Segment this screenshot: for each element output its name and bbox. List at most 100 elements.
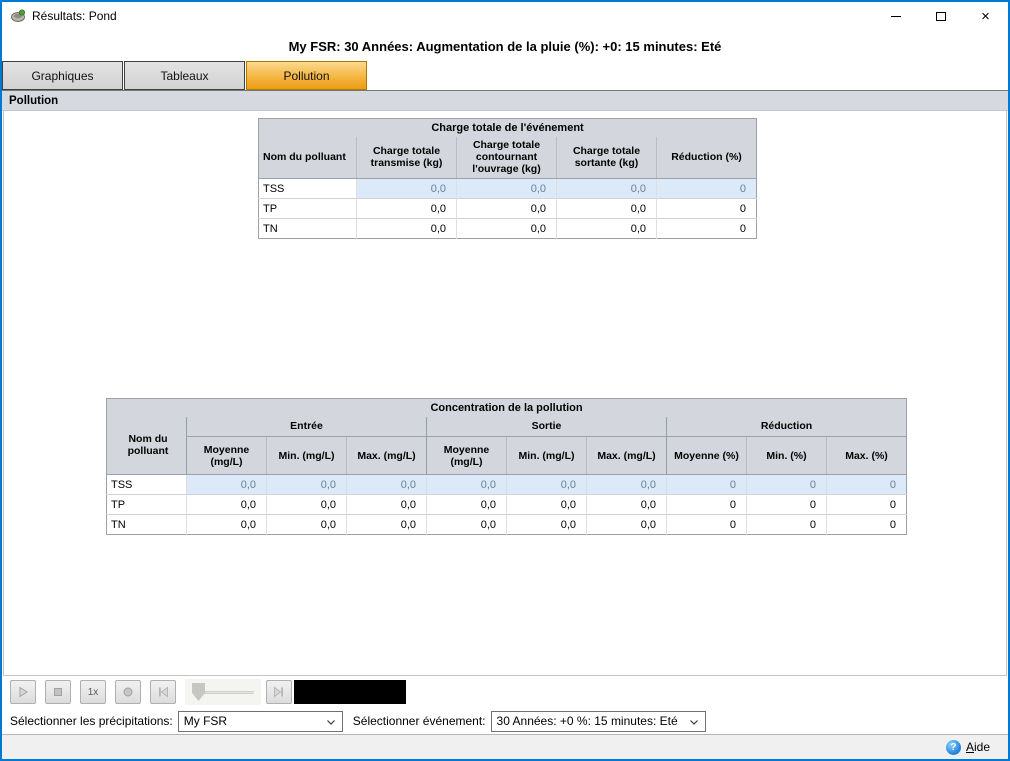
playback-toolbar: 1x	[2, 676, 1008, 708]
precipitation-label: Sélectionner les précipitations:	[10, 714, 173, 728]
column-header: Nom du polluant	[258, 136, 357, 179]
column-header: Charge totale transmise (kg)	[356, 136, 457, 179]
table-cell: 0,0	[556, 198, 657, 219]
table-row[interactable]: TSS 0,0 0,0 0,0 0,0 0,0 0,0 0 0 0	[106, 474, 907, 495]
table-cell: 0,0	[556, 218, 657, 239]
table-cell: 0,0	[186, 514, 267, 535]
speed-label: 1x	[87, 686, 99, 698]
record-button[interactable]	[115, 680, 141, 704]
table-row[interactable]: TP 0,0 0,0 0,0 0	[258, 198, 757, 219]
skip-start-button[interactable]	[150, 680, 176, 704]
table-row[interactable]: TN 0,0 0,0 0,0 0,0 0,0 0,0 0 0 0	[106, 514, 907, 535]
column-header: Nom du polluant	[106, 416, 187, 475]
table-cell: 0	[825, 514, 907, 535]
precipitation-select[interactable]: My FSR	[177, 710, 343, 732]
table-cell: 0	[655, 178, 757, 199]
minimize-button[interactable]	[873, 2, 918, 30]
table-cell: 0,0	[426, 514, 507, 535]
time-display	[294, 680, 406, 704]
stop-button[interactable]	[45, 680, 71, 704]
table-cell: 0,0	[356, 218, 457, 239]
maximize-button[interactable]	[918, 2, 963, 30]
table-row[interactable]: TN 0,0 0,0 0,0 0	[258, 218, 757, 239]
column-header: Min. (mg/L)	[266, 436, 347, 475]
table-cell: 0,0	[266, 474, 347, 495]
table-cell: 0,0	[506, 514, 587, 535]
table-cell: 0,0	[586, 474, 667, 495]
column-header: Moyenne (mg/L)	[426, 436, 507, 475]
concentration-table-title: Concentration de la pollution	[106, 398, 907, 417]
chevron-down-icon	[326, 719, 335, 725]
group-header-entree: Entrée	[186, 416, 427, 437]
stop-icon	[54, 688, 62, 696]
tab-pollution[interactable]: Pollution	[246, 61, 367, 90]
table-row[interactable]: TSS 0,0 0,0 0,0 0	[258, 178, 757, 199]
help-link[interactable]: Aide	[965, 740, 990, 754]
table-cell: 0,0	[506, 474, 587, 495]
play-icon	[19, 686, 28, 698]
help-icon[interactable]: ?	[945, 739, 961, 755]
minimize-icon	[890, 15, 901, 17]
table-cell: 0	[825, 474, 907, 495]
table-cell: 0	[655, 198, 757, 219]
column-header: Min. (mg/L)	[506, 436, 587, 475]
close-button[interactable]: ×	[963, 2, 1008, 30]
table-cell: 0	[666, 514, 747, 535]
tab-graphiques[interactable]: Graphiques	[2, 61, 123, 90]
table-cell: 0,0	[426, 494, 507, 515]
table-cell: 0,0	[586, 514, 667, 535]
event-label: Sélectionner événement:	[352, 714, 486, 728]
concentration-table: Concentration de la pollution Nom du pol…	[106, 398, 908, 535]
table-cell: 0,0	[186, 474, 267, 495]
title-bar[interactable]: Résultats: Pond ×	[2, 2, 1008, 30]
column-header: Charge totale contournant l'ouvrage (kg)	[456, 136, 557, 179]
event-select[interactable]: 30 Années: +0 %: 15 minutes: Eté	[490, 710, 706, 732]
table-cell: 0,0	[506, 494, 587, 515]
table-cell: 0	[746, 514, 827, 535]
event-value: 30 Années: +0 %: 15 minutes: Eté	[496, 714, 678, 728]
charge-table: Charge totale de l'événement Nom du poll…	[258, 118, 758, 239]
playback-slider[interactable]	[185, 679, 261, 705]
table-cell: 0,0	[456, 178, 557, 199]
window-title: Résultats: Pond	[32, 9, 117, 23]
column-header: Max. (mg/L)	[346, 436, 427, 475]
table-cell: 0,0	[346, 514, 427, 535]
column-header: Moyenne (mg/L)	[186, 436, 267, 475]
table-cell: 0	[666, 494, 747, 515]
table-cell: 0,0	[426, 474, 507, 495]
column-header: Moyenne (%)	[666, 436, 747, 475]
record-icon	[123, 687, 133, 697]
table-cell: 0	[746, 474, 827, 495]
column-header: Max. (mg/L)	[586, 436, 667, 475]
close-icon: ×	[981, 7, 990, 25]
pollutant-name: TN	[106, 514, 187, 535]
slider-track	[197, 691, 254, 694]
table-cell: 0,0	[586, 494, 667, 515]
table-row[interactable]: TP 0,0 0,0 0,0 0,0 0,0 0,0 0 0 0	[106, 494, 907, 515]
speed-button[interactable]: 1x	[80, 680, 106, 704]
maximize-icon	[935, 11, 946, 21]
tab-strip: Graphiques Tableaux Pollution	[2, 61, 1008, 90]
skip-end-button[interactable]	[266, 680, 292, 704]
play-button[interactable]	[10, 680, 36, 704]
chevron-down-icon	[689, 719, 698, 725]
pollutant-name: TSS	[258, 178, 357, 199]
slider-thumb[interactable]	[192, 683, 205, 701]
skip-start-icon	[159, 686, 168, 698]
skip-end-icon	[274, 686, 283, 698]
table-cell: 0,0	[346, 494, 427, 515]
table-cell: 0	[825, 494, 907, 515]
pollutant-name: TSS	[106, 474, 187, 495]
table-cell: 0,0	[456, 198, 557, 219]
pollutant-name: TP	[258, 198, 357, 219]
tab-tableaux[interactable]: Tableaux	[124, 61, 245, 90]
table-cell: 0	[655, 218, 757, 239]
page-title: My FSR: 30 Années: Augmentation de la pl…	[2, 30, 1008, 61]
table-cell: 0,0	[556, 178, 657, 199]
table-cell: 0,0	[356, 178, 457, 199]
table-cell: 0	[666, 474, 747, 495]
precipitation-value: My FSR	[183, 714, 228, 728]
pollutant-name: TN	[258, 218, 357, 239]
panel-title: Pollution	[2, 90, 1008, 111]
